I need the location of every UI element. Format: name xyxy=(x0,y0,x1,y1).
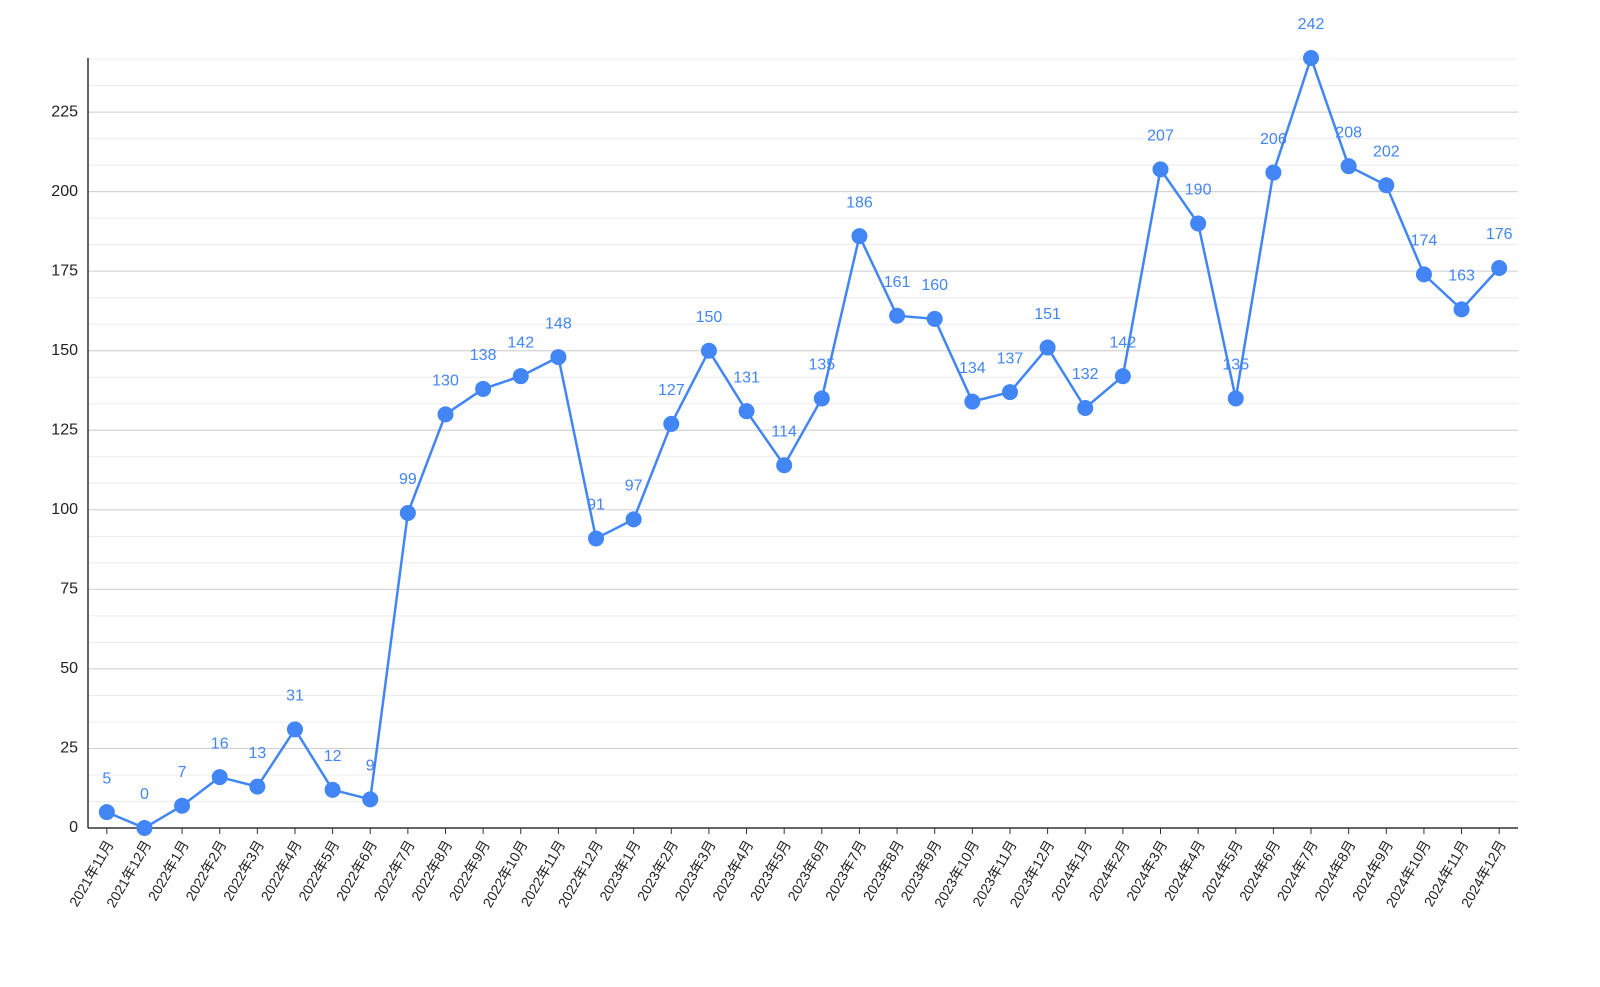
point xyxy=(174,797,191,814)
data-label: 242 xyxy=(1298,16,1325,33)
data-label: 114 xyxy=(771,423,797,440)
y-tick-label: 100 xyxy=(51,501,78,518)
y-tick-label: 75 xyxy=(60,581,78,598)
data-label: 5 xyxy=(102,770,111,787)
y-tick-label: 0 xyxy=(69,819,78,836)
point xyxy=(437,406,454,423)
data-label: 137 xyxy=(997,350,1024,367)
data-label: 174 xyxy=(1411,233,1438,250)
point xyxy=(1415,266,1432,283)
point xyxy=(738,403,755,420)
point xyxy=(1227,390,1244,407)
y-tick-label: 200 xyxy=(51,183,78,200)
point xyxy=(1190,215,1207,232)
data-label: 142 xyxy=(1110,334,1137,351)
data-label: 160 xyxy=(921,277,948,294)
point xyxy=(1453,301,1470,318)
data-label: 91 xyxy=(587,497,605,514)
point xyxy=(625,511,642,528)
point xyxy=(1077,400,1094,416)
point xyxy=(362,791,379,808)
point xyxy=(475,380,492,397)
data-label: 148 xyxy=(545,315,572,332)
point xyxy=(813,390,830,407)
data-label: 132 xyxy=(1072,366,1099,383)
point xyxy=(851,228,868,245)
point xyxy=(136,820,153,836)
point xyxy=(1265,164,1282,181)
y-tick-label: 225 xyxy=(51,103,78,120)
y-tick-label: 175 xyxy=(51,262,78,279)
data-label: 135 xyxy=(1222,357,1249,374)
data-label: 161 xyxy=(884,274,911,291)
point xyxy=(1001,384,1018,401)
point xyxy=(1378,177,1395,194)
data-label: 190 xyxy=(1185,182,1212,199)
data-label: 207 xyxy=(1147,128,1174,145)
data-label: 208 xyxy=(1335,124,1362,141)
y-tick-label: 25 xyxy=(60,740,78,757)
point xyxy=(399,505,416,521)
data-label: 9 xyxy=(366,758,375,775)
data-label: 163 xyxy=(1448,268,1475,285)
point xyxy=(98,804,115,821)
data-label: 127 xyxy=(658,382,685,399)
y-tick-label: 150 xyxy=(51,342,78,359)
data-label: 206 xyxy=(1260,131,1287,148)
point xyxy=(926,310,943,327)
data-label: 151 xyxy=(1034,306,1061,323)
data-label: 186 xyxy=(846,194,873,211)
point xyxy=(776,457,793,474)
data-label: 13 xyxy=(248,745,266,762)
data-label: 0 xyxy=(140,786,149,803)
point xyxy=(1039,339,1056,356)
point xyxy=(588,530,605,547)
data-label: 7 xyxy=(178,764,187,781)
series-line xyxy=(106,54,1501,830)
data-label: 142 xyxy=(507,334,534,351)
point xyxy=(512,368,529,385)
point xyxy=(1340,158,1357,175)
data-label: 135 xyxy=(808,357,835,374)
data-label: 16 xyxy=(211,735,229,752)
data-label: 97 xyxy=(625,478,643,495)
data-label: 12 xyxy=(324,748,342,765)
point xyxy=(700,342,717,359)
data-label: 131 xyxy=(733,369,760,386)
point xyxy=(249,778,266,795)
data-label: 150 xyxy=(696,309,723,326)
point xyxy=(1491,260,1508,276)
point xyxy=(324,781,341,798)
data-label: 176 xyxy=(1486,226,1513,243)
point xyxy=(964,393,981,410)
data-label: 202 xyxy=(1373,143,1400,160)
data-label: 138 xyxy=(470,347,497,364)
point xyxy=(286,721,303,738)
data-label: 31 xyxy=(286,688,304,705)
point xyxy=(1303,50,1320,66)
data-label: 99 xyxy=(399,471,417,488)
point xyxy=(663,415,680,432)
data-label: 130 xyxy=(432,373,459,390)
point xyxy=(211,769,228,786)
y-tick-label: 50 xyxy=(60,660,78,677)
point xyxy=(1152,161,1169,178)
point xyxy=(1114,368,1131,385)
data-label: 134 xyxy=(959,360,986,377)
point xyxy=(550,349,567,366)
point xyxy=(889,307,906,324)
y-tick-label: 125 xyxy=(51,421,78,438)
